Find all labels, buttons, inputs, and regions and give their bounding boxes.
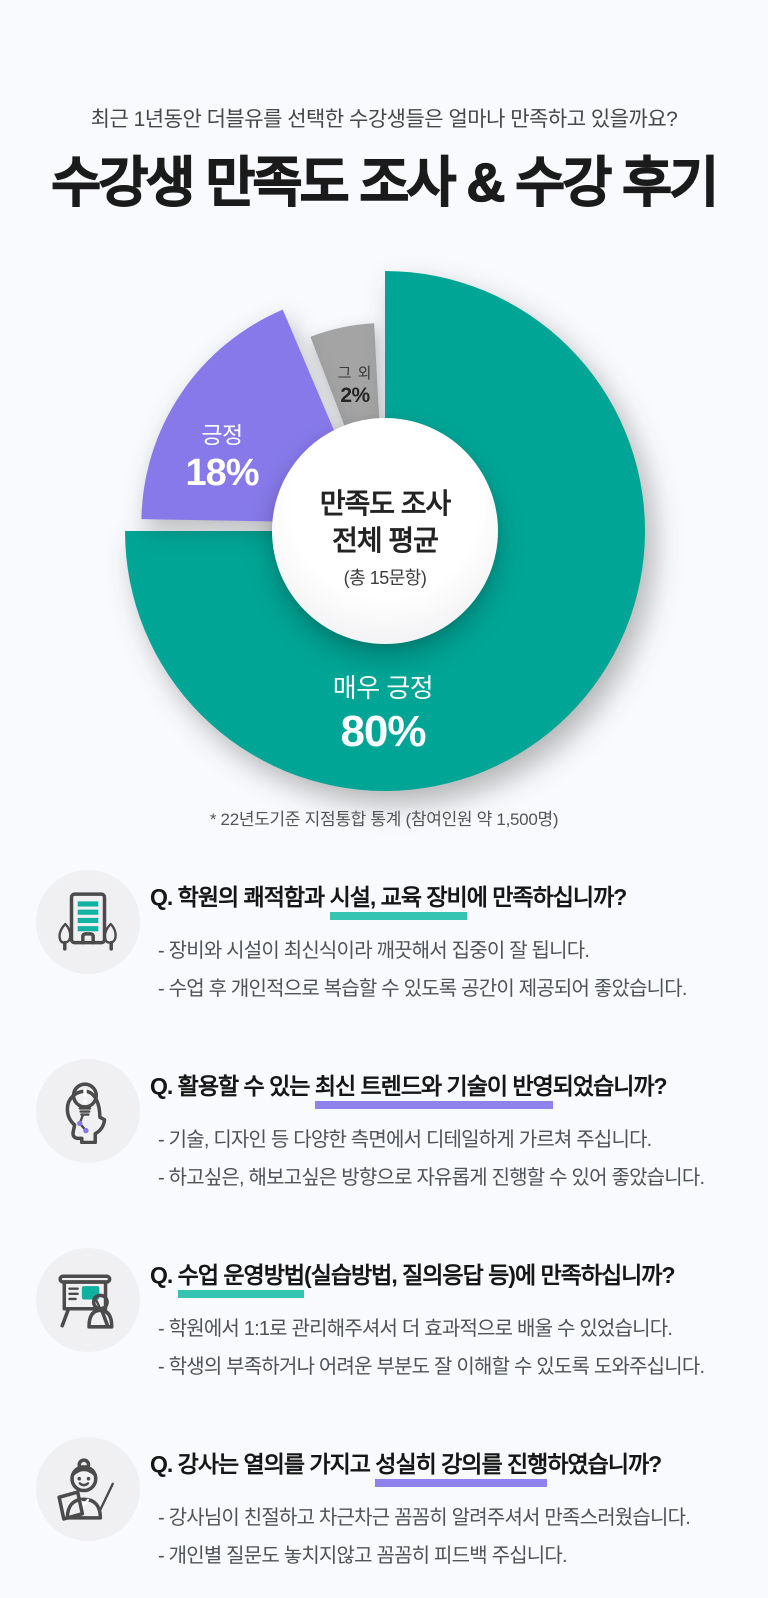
- question-title: Q. 학원의 쾌적함과 시설, 교육 장비에 만족하십니까?: [150, 878, 687, 920]
- answer-line: - 학원에서 1:1로 관리해주셔서 더 효과적으로 배울 수 있었습니다.: [158, 1318, 673, 1340]
- question-title: Q. 강사는 열의를 가지고 성실히 강의를 진행하였습니까?: [150, 1445, 690, 1487]
- presentation-icon: [36, 1248, 140, 1352]
- answer-line: - 기술, 디자인 등 다양한 측면에서 디테일하게 가르쳐 주십니다.: [158, 1129, 652, 1151]
- page-title: 수강생 만족도 조사 & 수강 후기: [51, 152, 720, 213]
- question-title: Q. 활용할 수 있는 최신 트렌드와 기술이 반영되었습니까?: [150, 1067, 704, 1109]
- question-highlight: 성실히 강의를 진행: [375, 1445, 548, 1487]
- satisfaction-pie-chart: 그 외 2% 긍정 18% 매우 긍정 80% 만족도 조사 전체 평균 (총 …: [0, 250, 768, 810]
- qa-section-trend: Q. 활용할 수 있는 최신 트렌드와 기술이 반영되었습니까? - 기술, 디…: [36, 1057, 736, 1190]
- page-subtitle: 최근 1년동안 더블유를 선택한 수강생들은 얼마나 만족하고 있을까요?: [90, 108, 678, 131]
- idea-head-icon: [36, 1059, 140, 1163]
- building-icon: [36, 870, 140, 974]
- answer-line: - 장비와 시설이 최신식이라 깨끗해서 집중이 잘 됩니다.: [158, 940, 590, 962]
- answer-line: - 수업 후 개인적으로 복습할 수 있도록 공간이 제공되어 좋았습니다.: [158, 978, 687, 1000]
- question-highlight: 최신 트렌드와 기술이 반영: [314, 1067, 554, 1109]
- qa-section-instructor: Q. 강사는 열의를 가지고 성실히 강의를 진행하였습니까? - 강사님이 친…: [36, 1435, 736, 1568]
- question-highlight: 시설, 교육 장비: [329, 878, 468, 920]
- qa-sections: Q. 학원의 쾌적함과 시설, 교육 장비에 만족하십니까? - 장비와 시설이…: [36, 868, 736, 1598]
- chart-footnote: * 22년도기준 지점통합 통계 (참여인원 약 1,500명): [209, 810, 559, 829]
- center-title-line2: 전체 평균: [332, 524, 439, 556]
- answer-line: - 학생의 부족하거나 어려운 부분도 잘 이해할 수 있도록 도와주십니다.: [158, 1356, 705, 1378]
- question-highlight: 수업 운영방법: [177, 1256, 305, 1298]
- chart-center-label: 만족도 조사 전체 평균 (총 15문항): [272, 418, 498, 644]
- qa-section-teaching-method: Q. 수업 운영방법(실습방법, 질의응답 등)에 만족하십니까? - 학원에서…: [36, 1246, 736, 1379]
- answer-line: - 개인별 질문도 놓치지않고 꼼꼼히 피드백 주십니다.: [158, 1545, 568, 1567]
- question-title: Q. 수업 운영방법(실습방법, 질의응답 등)에 만족하십니까?: [150, 1256, 704, 1298]
- qa-section-facility: Q. 학원의 쾌적함과 시설, 교육 장비에 만족하십니까? - 장비와 시설이…: [36, 868, 736, 1001]
- center-title-line1: 만족도 조사: [319, 487, 452, 519]
- instructor-icon: [36, 1437, 140, 1541]
- answer-line: - 하고싶은, 해보고싶은 방향으로 자유롭게 진행할 수 있어 좋았습니다.: [158, 1167, 705, 1189]
- center-subtitle: (총 15문항): [343, 568, 427, 589]
- answer-line: - 강사님이 친절하고 차근차근 꼼꼼히 알려주셔서 만족스러웠습니다.: [158, 1507, 691, 1529]
